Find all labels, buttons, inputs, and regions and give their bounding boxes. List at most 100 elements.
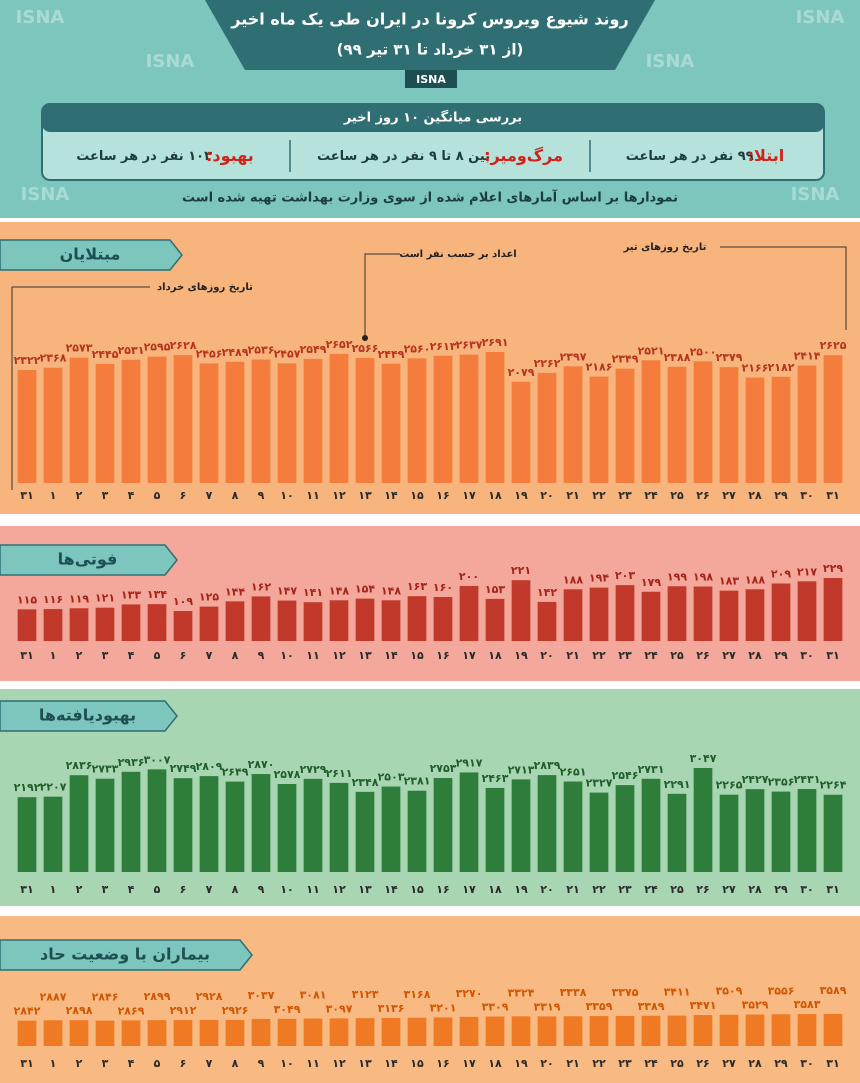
bar xyxy=(641,1015,661,1046)
bar xyxy=(43,1020,63,1046)
bar xyxy=(225,361,245,483)
value-label: ۱۴۲ xyxy=(537,586,557,599)
value-label: ۲۵۳۱ xyxy=(118,344,145,357)
value-label: ۳۰۹۷ xyxy=(326,1002,353,1015)
value-label: ۱۶۰ xyxy=(433,581,453,594)
bar xyxy=(459,354,479,483)
bar xyxy=(277,784,297,872)
bar xyxy=(69,608,89,641)
x-tick-label: ۲۸ xyxy=(748,649,762,662)
bar xyxy=(251,596,271,641)
value-label: ۲۶۹۱ xyxy=(482,336,509,349)
value-label: ۲۳۲۷ xyxy=(586,777,613,790)
bar xyxy=(563,366,583,483)
x-tick-label: ۳ xyxy=(102,489,109,502)
value-label: ۲۹۳۶ xyxy=(118,756,145,769)
watermark: ISNA xyxy=(21,184,70,205)
value-label: ۳۲۰۱ xyxy=(430,1001,457,1014)
value-label: ۳۴۷۱ xyxy=(690,999,717,1012)
bar xyxy=(225,781,245,872)
value-label: ۲۸۷۰ xyxy=(248,758,275,771)
value-label: ۲۰۳ xyxy=(615,569,635,582)
x-tick-label: ۱۴ xyxy=(384,649,398,662)
x-tick-label: ۱۷ xyxy=(462,883,476,896)
bar xyxy=(537,372,557,483)
x-tick-label: ۲۷ xyxy=(722,1057,736,1070)
value-label: ۲۹۱۲ xyxy=(170,1004,197,1017)
bar xyxy=(199,363,219,483)
bar xyxy=(173,778,193,872)
x-tick-label: ۲۵ xyxy=(670,883,684,896)
bar xyxy=(719,1014,739,1046)
x-tick-label: ۱۸ xyxy=(488,489,502,502)
x-tick-label: ۸ xyxy=(232,883,239,896)
x-tick-label: ۱۰ xyxy=(280,883,293,896)
value-label: ۲۹۲۸ xyxy=(196,990,223,1003)
bar xyxy=(329,600,349,641)
summary-item: مرگ‌ومیر:بین ۸ تا ۹ نفر در هر ساعت xyxy=(317,146,563,165)
x-tick-label: ۵ xyxy=(154,883,161,896)
value-label: ۱۴۷ xyxy=(277,585,297,598)
value-label: ۲۴۴۵ xyxy=(92,348,119,361)
value-label: ۲۶۴۹ xyxy=(222,766,249,779)
value-label: ۲۵۰۰ xyxy=(690,345,717,358)
x-tick-label: ۶ xyxy=(180,1057,187,1070)
x-tick-label: ۱۷ xyxy=(462,489,476,502)
bar xyxy=(355,791,375,872)
bar xyxy=(823,578,843,641)
value-label: ۱۶۳ xyxy=(407,580,427,593)
value-label: ۲۴۸۹ xyxy=(222,346,249,359)
value-label: ۲۲۹۱ xyxy=(664,778,691,791)
value-label: ۱۴۴ xyxy=(225,585,245,598)
x-tick-label: ۳۱ xyxy=(826,489,839,502)
value-label: ۲۹۱۷ xyxy=(456,756,483,769)
bar xyxy=(329,353,349,483)
value-label: ۲۱۹۲ xyxy=(14,781,41,794)
bar xyxy=(355,1018,375,1046)
value-label: ۲۸۹۸ xyxy=(66,1004,93,1017)
value-label: ۱۴۸ xyxy=(329,584,349,597)
bar xyxy=(433,596,453,641)
bar xyxy=(615,585,635,641)
x-tick-label: ۷ xyxy=(206,649,213,662)
value-label: ۲۵۶۰ xyxy=(404,342,431,355)
title: روند شیوع ویروس کرونا در ایران طی یک ماه… xyxy=(230,10,628,29)
source-note: نمودارها بر اساس آمارهای اعلام شده از سو… xyxy=(182,189,678,206)
value-label: ۳۰۴۹ xyxy=(274,1003,301,1016)
bar xyxy=(147,1020,167,1046)
bar xyxy=(95,778,115,872)
value-label: ۳۵۵۶ xyxy=(768,984,795,997)
bar xyxy=(355,358,375,483)
summary-text: بین ۸ تا ۹ نفر در هر ساعت xyxy=(317,149,490,164)
section-title: بیماران با وضعیت حاد xyxy=(40,945,210,964)
bar xyxy=(147,604,167,641)
value-label: ۲۳۸۸ xyxy=(664,351,691,364)
summary-text: ۱۰۳ نفر در هر ساعت xyxy=(76,149,212,164)
value-label: ۳۰۰۷ xyxy=(144,753,171,766)
bar xyxy=(69,357,89,483)
bar xyxy=(69,1020,89,1046)
bar xyxy=(17,609,37,641)
x-tick-label: ۲۵ xyxy=(670,1057,684,1070)
x-tick-label: ۳ xyxy=(102,1057,109,1070)
bar xyxy=(823,1014,843,1046)
x-tick-label: ۲ xyxy=(76,1057,83,1070)
value-label: ۳۱۶۸ xyxy=(404,988,431,1001)
x-tick-label: ۲۴ xyxy=(644,489,658,502)
x-tick-label: ۸ xyxy=(232,1057,239,1070)
x-tick-label: ۲۶ xyxy=(696,1057,709,1070)
value-label: ۲۷۴۹ xyxy=(170,762,197,775)
x-tick-label: ۱۴ xyxy=(384,883,398,896)
x-tick-label: ۱۹ xyxy=(514,1057,528,1070)
value-label: ۱۹۸ xyxy=(693,571,713,584)
bar xyxy=(277,363,297,483)
value-label: ۱۴۱ xyxy=(303,586,323,599)
bar xyxy=(199,606,219,641)
x-tick-label: ۳۱ xyxy=(20,1057,33,1070)
value-label: ۱۱۵ xyxy=(17,593,37,606)
bar xyxy=(641,591,661,641)
value-label: ۲۴۴۹ xyxy=(378,348,405,361)
bar xyxy=(303,778,323,872)
x-tick-label: ۲۱ xyxy=(566,1057,579,1070)
